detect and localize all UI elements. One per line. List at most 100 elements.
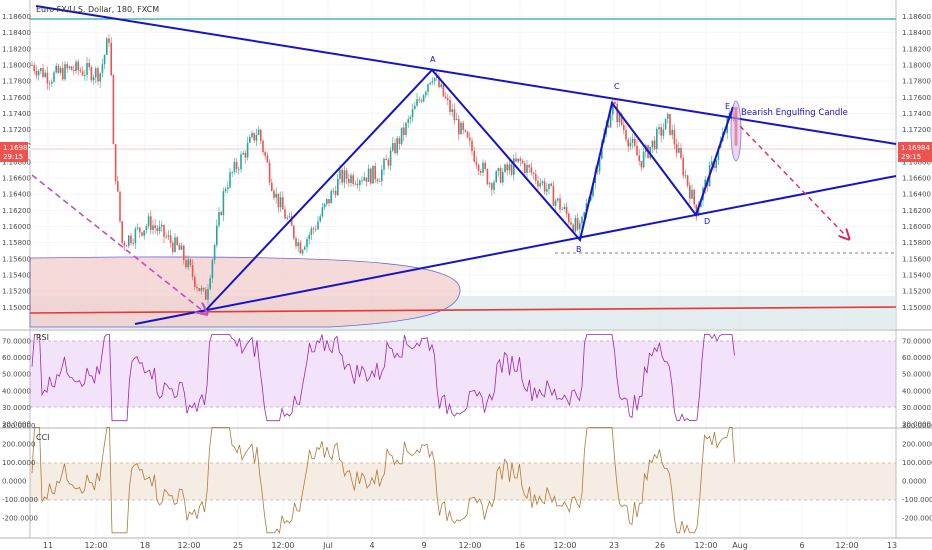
candle-body (229, 172, 231, 188)
candle-body (464, 130, 467, 132)
prior-move-arrow (31, 174, 203, 311)
candle-body (35, 70, 38, 76)
cci-tick-left: -200.0000 (2, 515, 38, 523)
candle-body (620, 113, 623, 125)
candle-body (257, 129, 260, 136)
candle-body (548, 183, 550, 190)
candle-body (372, 165, 374, 184)
price-tick-left: 1.17600 (2, 94, 31, 102)
candle-body (491, 183, 493, 190)
price-tick-left: 1.15200 (2, 288, 31, 296)
candle-body (165, 236, 167, 238)
candle-body (350, 175, 352, 184)
candle-body (106, 38, 108, 55)
candle-body (240, 154, 242, 170)
candle-body (117, 181, 119, 192)
candle-body (231, 172, 233, 174)
candle-body (136, 227, 139, 229)
candle-body (213, 245, 216, 261)
time-tick: 11 (43, 541, 53, 550)
candle-body (70, 66, 73, 71)
candle-body (618, 113, 621, 123)
candle-body (246, 142, 249, 158)
candle-body (334, 190, 337, 196)
projection-arrow (739, 125, 846, 236)
candle-body (455, 119, 458, 121)
candle-body (110, 42, 112, 76)
candle-body (466, 131, 469, 138)
abcde-wave-path[interactable] (204, 68, 734, 312)
candle-body (147, 216, 150, 227)
price-tick-left: 1.15800 (2, 239, 31, 247)
candle-body (636, 145, 638, 156)
candle-body (64, 64, 66, 80)
candle-body (484, 162, 486, 169)
support-level-line[interactable] (29, 306, 897, 314)
price-tick-left: 1.17800 (2, 78, 31, 86)
candle-body (658, 127, 660, 130)
demand-ellipse[interactable] (29, 256, 461, 328)
time-tick: 12:00 (271, 541, 294, 550)
candle-body (163, 224, 165, 237)
candle-body (477, 164, 480, 171)
candle-body (315, 229, 317, 230)
price-tick-right: 1.18600 (902, 13, 931, 21)
candle-body (667, 114, 669, 119)
candle-body (86, 62, 88, 76)
candle-body (532, 172, 535, 174)
time-axis[interactable]: 11 12:00 18 12:00 25 12:00 Jul 4 9 12:00 16 12:00 23… (43, 541, 897, 550)
candle-body (488, 183, 491, 185)
engulfing-highlight[interactable] (730, 100, 742, 162)
lower-trendline[interactable] (134, 175, 897, 325)
candle-body (495, 171, 497, 182)
candle-body (233, 161, 236, 173)
candle-body (183, 245, 185, 261)
candle-body (614, 101, 616, 104)
candle-body (268, 162, 271, 183)
candle-body (343, 170, 346, 183)
upper-trendline[interactable] (35, 5, 897, 145)
candle-body (189, 259, 192, 266)
candle-body (249, 137, 251, 143)
cci-tick-right: -200.0000 (902, 515, 932, 523)
price-badge-left (0, 142, 28, 162)
time-tick: 12:00 (835, 541, 858, 550)
candle-body (255, 135, 258, 141)
candle-body (546, 189, 548, 192)
candle-body (97, 68, 99, 82)
candle-body (394, 142, 396, 154)
candle-body (169, 235, 172, 243)
time-tick: 18 (140, 541, 150, 550)
candle-body (145, 226, 148, 231)
candle-body (664, 118, 667, 130)
candle-body (198, 288, 200, 291)
candle-body (651, 140, 654, 147)
price-tick-right: 1.17600 (902, 94, 931, 102)
candle-body (310, 228, 313, 236)
candle-body (642, 151, 645, 168)
cci-band (30, 463, 896, 500)
candle-body (669, 114, 671, 135)
candle-body (502, 172, 504, 183)
candle-body (422, 95, 425, 102)
price-tick-left: 1.16000 (2, 223, 31, 231)
price-tick-left: 1.18600 (2, 13, 31, 21)
candlestick-series[interactable] (31, 33, 738, 306)
candle-body (537, 180, 539, 187)
rsi-line (31, 333, 735, 422)
price-tick-right: 1.16000 (902, 223, 931, 231)
candle-body (550, 183, 552, 186)
candle-body (416, 99, 418, 106)
price-tick-right: 1.15000 (902, 304, 931, 312)
candle-body (172, 242, 174, 252)
cci-tick-left: 300.0000 (2, 422, 35, 430)
rsi-tick-left: 60.0000 (2, 354, 31, 362)
candle-body (460, 122, 462, 135)
price-tick-left: 1.18000 (2, 61, 31, 69)
candle-body (121, 221, 123, 243)
candle-body (205, 289, 207, 300)
candle-body (374, 165, 376, 180)
candle-body (321, 207, 324, 217)
candle-body (84, 75, 86, 76)
